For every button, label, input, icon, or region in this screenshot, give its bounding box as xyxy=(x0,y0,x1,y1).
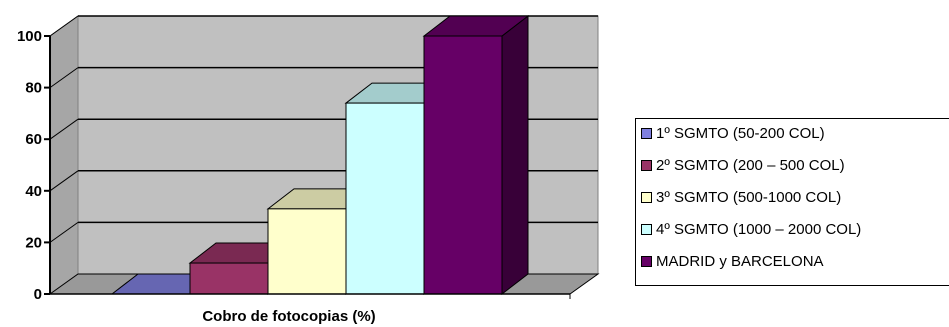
legend-item: 4º SGMTO (1000 – 2000 COL) xyxy=(641,219,861,239)
y-tick-label: 0 xyxy=(34,286,42,303)
legend-swatch xyxy=(641,191,652,203)
legend-item: 2º SGMTO (200 – 500 COL) xyxy=(641,155,845,175)
legend: 1º SGMTO (50-200 COL) 2º SGMTO (200 – 50… xyxy=(635,118,949,286)
gridline-diagonal xyxy=(49,170,79,192)
gridline-diagonal xyxy=(49,118,79,140)
y-tick-label: 100 xyxy=(17,28,42,45)
y-tick-label: 40 xyxy=(25,183,42,200)
axes xyxy=(44,35,571,299)
legend-label: 1º SGMTO (50-200 COL) xyxy=(656,124,825,142)
x-axis-title: Cobro de fotocopias (%) xyxy=(202,308,375,325)
legend-label: 2º SGMTO (200 – 500 COL) xyxy=(656,156,845,174)
bar-chart: 0 20 40 60 80 100 Cobro de fotocopias (%) xyxy=(17,14,600,325)
legend-label: 4º SGMTO (1000 – 2000 COL) xyxy=(656,220,862,238)
bar-front xyxy=(189,262,269,295)
gridline-diagonal xyxy=(49,67,79,89)
legend-item: MADRID y BARCELONA xyxy=(641,251,824,271)
y-tick-label: 80 xyxy=(25,80,42,97)
legend-item: 3º SGMTO (500-1000 COL) xyxy=(641,187,841,207)
legend-swatch xyxy=(641,127,652,139)
legend-item: 1º SGMTO (50-200 COL) xyxy=(641,123,825,143)
bar xyxy=(422,14,530,296)
side-wall xyxy=(49,15,79,295)
bar-front xyxy=(423,35,503,295)
legend-swatch xyxy=(641,159,652,171)
y-tick-labels: 0 20 40 60 80 100 xyxy=(17,28,42,303)
legend-swatch xyxy=(641,223,652,235)
bar-front xyxy=(345,102,425,295)
bars xyxy=(110,14,530,296)
y-tick-label: 20 xyxy=(25,234,42,251)
bar-front xyxy=(267,208,347,295)
legend-swatch xyxy=(641,255,652,267)
gridline-diagonal xyxy=(49,221,79,243)
y-tick-label: 60 xyxy=(25,131,42,148)
bar-side xyxy=(501,14,529,296)
legend-label: MADRID y BARCELONA xyxy=(656,252,824,270)
gridline-diagonal xyxy=(49,15,79,37)
legend-label: 3º SGMTO (500-1000 COL) xyxy=(656,188,842,206)
